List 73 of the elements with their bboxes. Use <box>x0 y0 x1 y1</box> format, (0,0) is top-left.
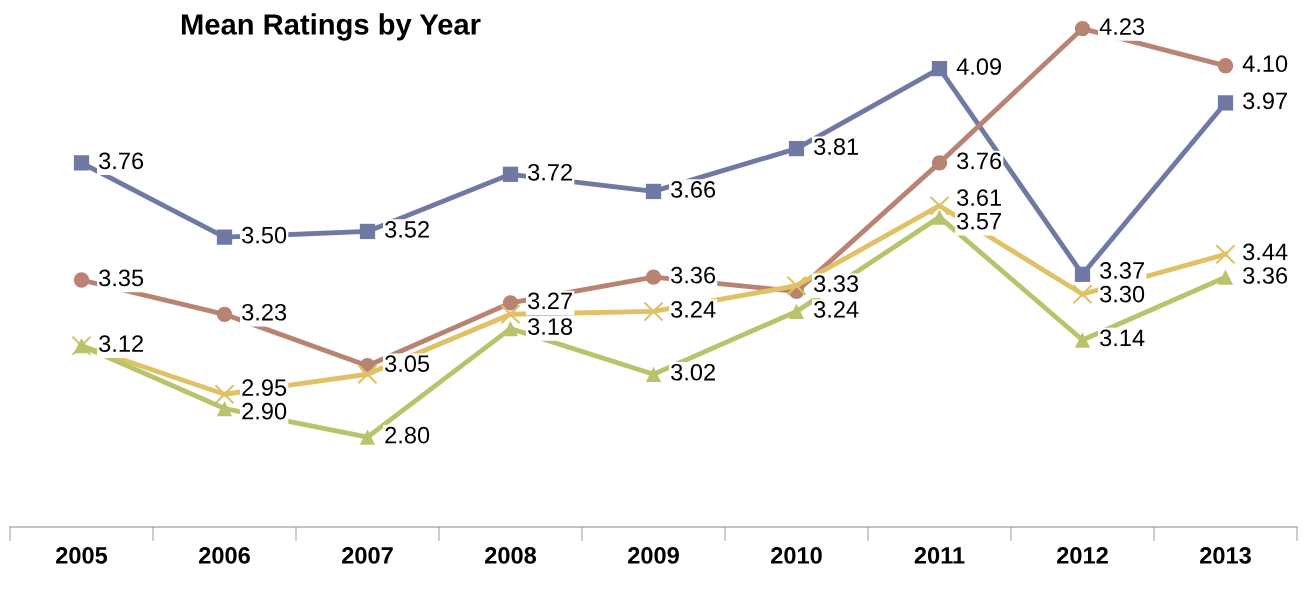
point <box>500 304 521 325</box>
point <box>73 155 90 171</box>
data-label: 3.36 <box>1243 267 1288 284</box>
data-label: 3.18 <box>528 318 573 335</box>
point <box>216 306 233 322</box>
point <box>1074 266 1091 282</box>
point <box>645 269 662 285</box>
point <box>357 364 378 385</box>
point <box>216 229 233 245</box>
x-tick-label: 2012 <box>1057 547 1108 564</box>
data-label: 3.12 <box>99 335 143 353</box>
point <box>1217 58 1234 74</box>
point <box>643 301 664 322</box>
point <box>931 155 948 171</box>
data-label: 3.97 <box>1243 92 1287 110</box>
data-label: 4.09 <box>956 58 1001 75</box>
x-tick-label: 2007 <box>342 547 393 564</box>
x-tick-label: 2013 <box>1200 547 1251 564</box>
data-label: 2.95 <box>242 379 287 396</box>
x-tick-label: 2011 <box>914 547 965 564</box>
data-label: 3.33 <box>814 275 859 293</box>
data-label: 4.10 <box>1242 55 1288 73</box>
point <box>1217 269 1234 285</box>
point <box>929 195 950 216</box>
data-label: 3.35 <box>99 269 144 287</box>
chart-title: Mean Ratings by Year <box>181 13 481 41</box>
point <box>1215 244 1236 265</box>
point <box>788 303 805 320</box>
point <box>359 429 376 445</box>
data-label: 3.61 <box>957 189 1001 206</box>
data-label: 3.05 <box>385 355 430 373</box>
point <box>502 166 519 182</box>
point <box>1074 20 1091 37</box>
data-label: 3.14 <box>1100 329 1145 347</box>
point <box>73 272 90 288</box>
data-label: 3.37 <box>1100 262 1144 279</box>
data-label: 3.24 <box>671 301 716 318</box>
data-label: 3.57 <box>957 212 1001 230</box>
data-label: 3.72 <box>528 163 572 181</box>
point <box>216 400 233 417</box>
data-label: 4.23 <box>1099 18 1145 35</box>
point <box>788 140 805 157</box>
x-tick-label: 2006 <box>199 547 250 564</box>
point <box>645 366 662 382</box>
x-tick-label: 2005 <box>56 547 108 564</box>
point <box>1217 95 1234 111</box>
point <box>645 183 662 200</box>
point <box>786 275 807 296</box>
data-label: 3.50 <box>242 226 287 244</box>
point <box>931 60 948 77</box>
data-label: 3.23 <box>242 303 287 321</box>
data-label: 2.80 <box>385 426 430 444</box>
data-label: 3.27 <box>528 292 572 310</box>
data-label: 3.30 <box>1100 285 1145 303</box>
data-label: 3.02 <box>671 363 715 381</box>
data-label: 3.66 <box>671 181 716 198</box>
point <box>214 384 235 405</box>
data-label: 3.81 <box>814 138 858 155</box>
point <box>502 295 519 311</box>
point <box>502 320 519 337</box>
data-label: 3.52 <box>385 221 429 238</box>
x-tick-label: 2010 <box>771 547 822 564</box>
point <box>359 223 376 240</box>
data-label: 3.24 <box>814 301 859 318</box>
x-tick-label: 2009 <box>628 547 679 564</box>
data-label: 3.44 <box>1243 243 1288 261</box>
point <box>1074 332 1091 348</box>
x-tick-label: 2008 <box>485 547 537 564</box>
point <box>1072 284 1093 305</box>
data-label: 3.76 <box>957 152 1002 170</box>
data-label: 2.90 <box>242 402 287 420</box>
data-label: 3.76 <box>99 152 144 170</box>
data-label: 3.36 <box>671 266 716 284</box>
